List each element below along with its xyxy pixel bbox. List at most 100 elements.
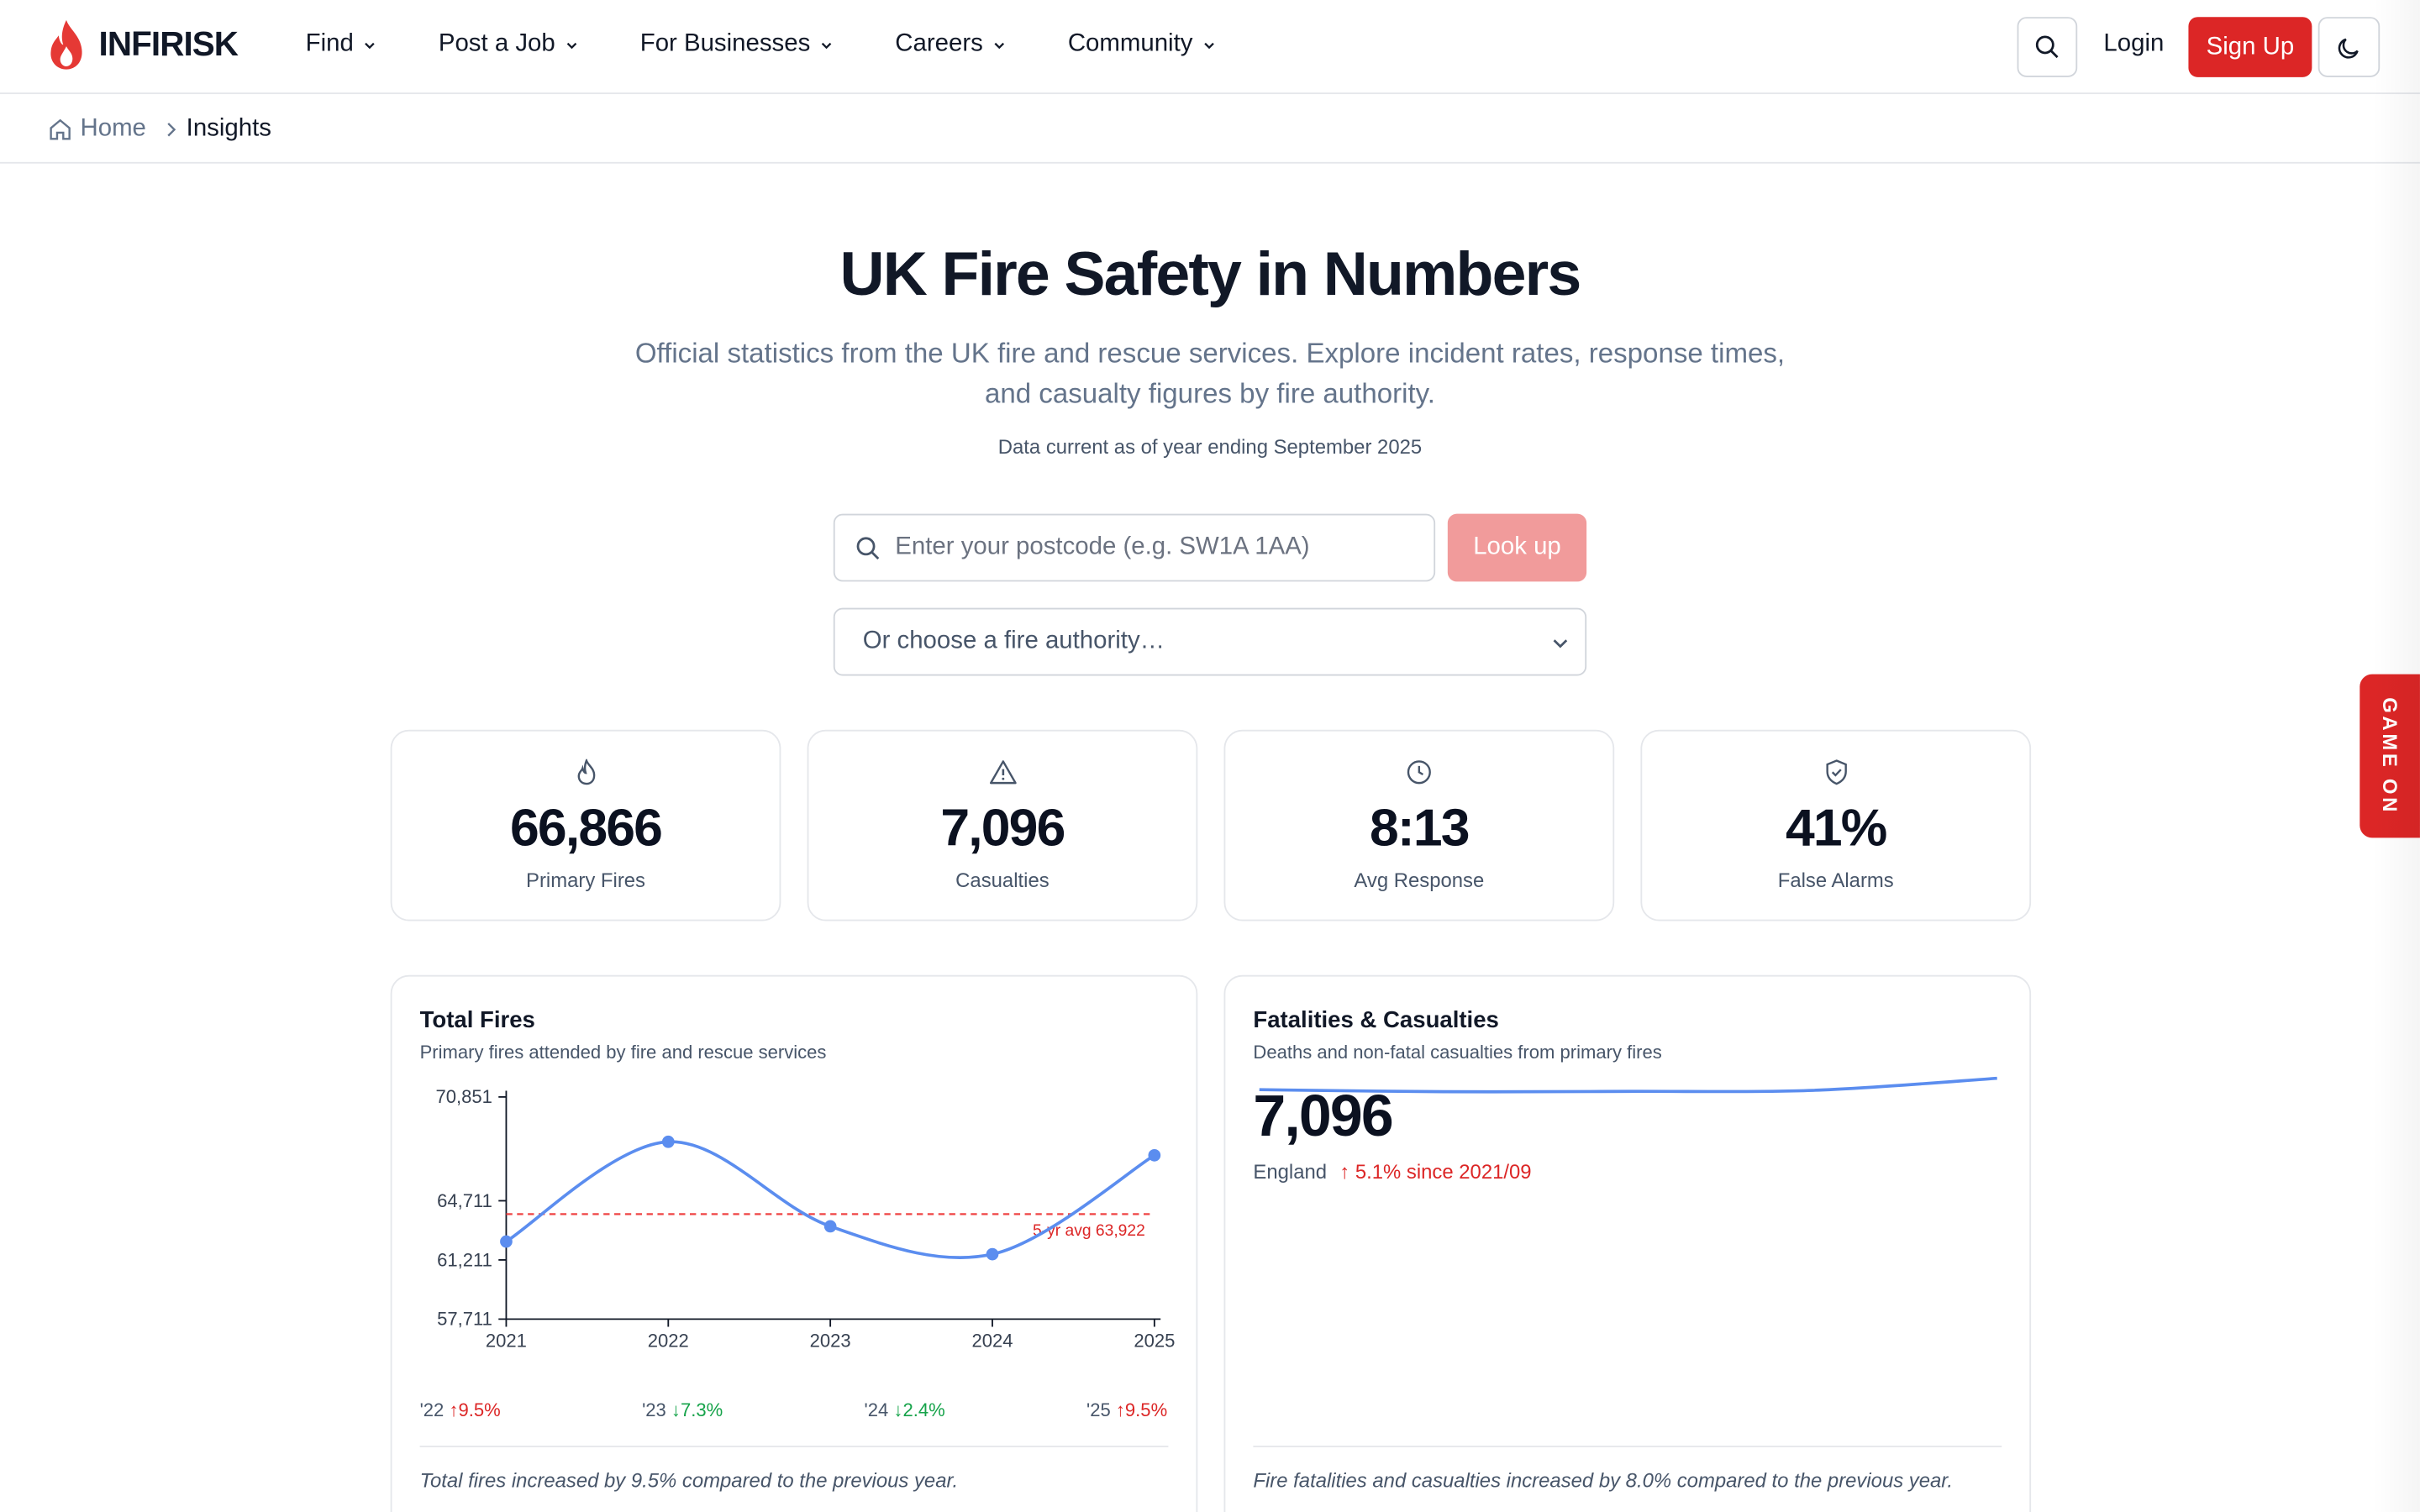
region-label: England bbox=[1253, 1160, 1328, 1184]
top-navbar: INFIRISK Find Post a Job For Businesses … bbox=[0, 0, 2420, 95]
game-on-label: GAME ON bbox=[2378, 697, 2402, 815]
stat-card-avg-response: 8:13 Avg Response bbox=[1223, 729, 1615, 921]
stat-value: 41% bbox=[1786, 799, 1887, 858]
search-icon bbox=[2035, 35, 2059, 59]
chevron-down-icon bbox=[821, 41, 832, 49]
average-reference-label: 5-yr avg 63,922 bbox=[1033, 1222, 1145, 1240]
nav-careers[interactable]: Careers bbox=[895, 31, 1006, 59]
moon-icon bbox=[2338, 37, 2359, 58]
stat-card-casualties: 7,096 Casualties bbox=[807, 729, 1198, 921]
postcode-input[interactable] bbox=[895, 533, 1390, 562]
page-subtitle: Official statistics from the UK fire and… bbox=[634, 338, 1786, 409]
stat-value: 7,096 bbox=[940, 799, 1065, 858]
series-line bbox=[505, 1140, 1155, 1260]
breadcrumb-home-label: Home bbox=[80, 114, 146, 142]
yoy-value: 9.5% bbox=[458, 1399, 501, 1421]
dark-mode-toggle[interactable] bbox=[2317, 17, 2381, 77]
y-tick-label: 64,711 bbox=[437, 1190, 492, 1211]
nav-community-label: Community bbox=[1067, 30, 1193, 57]
page-title: UK Fire Safety in Numbers bbox=[839, 240, 1582, 309]
login-link[interactable]: Login bbox=[2103, 30, 2165, 57]
nav-community[interactable]: Community bbox=[1068, 31, 1216, 59]
breadcrumb-home[interactable]: Home bbox=[48, 115, 146, 143]
warning-triangle-icon bbox=[989, 760, 1016, 785]
card-subtitle: Deaths and non-fatal casualties from pri… bbox=[1253, 1041, 1662, 1063]
stat-label: Casualties bbox=[955, 869, 1050, 892]
card-title: Total Fires bbox=[419, 1007, 535, 1034]
stat-label: False Alarms bbox=[1777, 869, 1894, 892]
total-fires-card: Total Fires Primary fires attended by fi… bbox=[390, 974, 1198, 1512]
yoy-year: '25 bbox=[1086, 1399, 1111, 1421]
data-point bbox=[661, 1135, 675, 1148]
nav-post-a-job[interactable]: Post a Job bbox=[439, 31, 578, 59]
y-tick-label: 70,851 bbox=[436, 1086, 492, 1107]
yoy-year: '22 bbox=[419, 1399, 445, 1421]
chevron-down-icon bbox=[566, 41, 576, 49]
nav-find-label: Find bbox=[305, 30, 354, 57]
fire-authority-select[interactable]: Or choose a fire authority… bbox=[833, 607, 1587, 676]
arrow-down-icon: ↓ bbox=[671, 1399, 681, 1421]
data-point bbox=[1148, 1149, 1161, 1162]
stat-card-false-alarms: 41% False Alarms bbox=[1640, 729, 2032, 921]
chevron-down-icon bbox=[365, 41, 375, 49]
card-footnote: Fire fatalities and casualties increased… bbox=[1253, 1445, 2002, 1492]
search-icon bbox=[856, 536, 880, 559]
nav-post-a-job-label: Post a Job bbox=[438, 30, 555, 57]
nav-find[interactable]: Find bbox=[306, 31, 377, 59]
postcode-search-field[interactable] bbox=[833, 513, 1436, 582]
flame-logo-icon bbox=[50, 19, 82, 70]
arrow-up-icon: ↑ bbox=[1115, 1399, 1125, 1421]
yoy-value: 9.5% bbox=[1124, 1399, 1168, 1421]
y-tick-label: 61,211 bbox=[437, 1249, 492, 1270]
yoy-change-2025: '25 ↑9.5% bbox=[1086, 1399, 1167, 1421]
data-currency-note: Data current as of year ending September… bbox=[997, 434, 1423, 459]
header-search-button[interactable] bbox=[2017, 17, 2078, 77]
breadcrumb: Home Insights bbox=[0, 96, 2420, 164]
yoy-value: 7.3% bbox=[680, 1399, 723, 1421]
main-nav: Find Post a Job For Businesses Careers C… bbox=[306, 31, 1278, 59]
data-point bbox=[823, 1220, 837, 1233]
casualties-card: Fatalities & Casualties Deaths and non-f… bbox=[1223, 974, 2032, 1512]
shield-check-icon bbox=[1825, 759, 1846, 785]
x-tick-label: 2022 bbox=[648, 1330, 689, 1351]
y-tick-label: 57,711 bbox=[437, 1309, 492, 1330]
breadcrumb-current: Insights bbox=[186, 114, 271, 142]
stat-card-primary-fires: 66,866 Primary Fires bbox=[390, 729, 781, 921]
total-fires-line-chart: 57,711 61,211 64,711 70,851 2021 2022 2023 2024… bbox=[436, 1086, 1176, 1351]
brand-name: INFIRISK bbox=[98, 24, 239, 64]
chevron-right-icon bbox=[165, 119, 177, 138]
fire-authority-select-value: Or choose a fire authority… bbox=[862, 627, 1165, 654]
stat-value: 8:13 bbox=[1370, 799, 1470, 858]
flame-icon bbox=[576, 759, 595, 785]
nav-careers-label: Careers bbox=[895, 30, 983, 57]
arrow-up-icon: ↑ bbox=[449, 1399, 459, 1421]
chevron-down-icon bbox=[994, 41, 1004, 49]
casualties-change: ↑ 5.1% since 2021/09 bbox=[1339, 1160, 1532, 1184]
stat-label: Avg Response bbox=[1354, 869, 1485, 892]
yoy-value: 2.4% bbox=[902, 1399, 945, 1421]
x-tick-label: 2024 bbox=[971, 1330, 1013, 1351]
nav-for-businesses[interactable]: For Businesses bbox=[640, 31, 834, 59]
x-tick-label: 2021 bbox=[486, 1330, 527, 1351]
nav-for-businesses-label: For Businesses bbox=[639, 30, 811, 57]
yoy-change-2022: '22 ↑9.5% bbox=[420, 1399, 501, 1421]
casualties-total: 7,096 bbox=[1253, 1084, 1393, 1150]
card-subtitle: Primary fires attended by fire and rescu… bbox=[419, 1041, 827, 1063]
brand-logo[interactable]: INFIRISK bbox=[46, 18, 239, 71]
game-on-side-tab[interactable]: GAME ON bbox=[2360, 674, 2420, 838]
stat-value: 66,866 bbox=[510, 799, 663, 858]
x-tick-label: 2023 bbox=[810, 1330, 851, 1351]
yoy-year: '24 bbox=[864, 1399, 889, 1421]
signup-button[interactable]: Sign Up bbox=[2188, 17, 2312, 77]
chevron-down-icon bbox=[1203, 41, 1214, 49]
stat-label: Primary Fires bbox=[526, 869, 645, 892]
card-footnote: Total fires increased by 9.5% compared t… bbox=[419, 1445, 1169, 1492]
data-point bbox=[986, 1247, 999, 1261]
x-tick-label: 2025 bbox=[1134, 1330, 1175, 1351]
arrow-down-icon: ↓ bbox=[893, 1399, 903, 1421]
lookup-button[interactable]: Look up bbox=[1447, 513, 1587, 582]
data-point bbox=[500, 1235, 513, 1248]
card-title: Fatalities & Casualties bbox=[1253, 1007, 1499, 1034]
chevron-down-icon bbox=[1553, 639, 1568, 648]
yoy-change-2024: '24 ↓2.4% bbox=[865, 1399, 945, 1421]
